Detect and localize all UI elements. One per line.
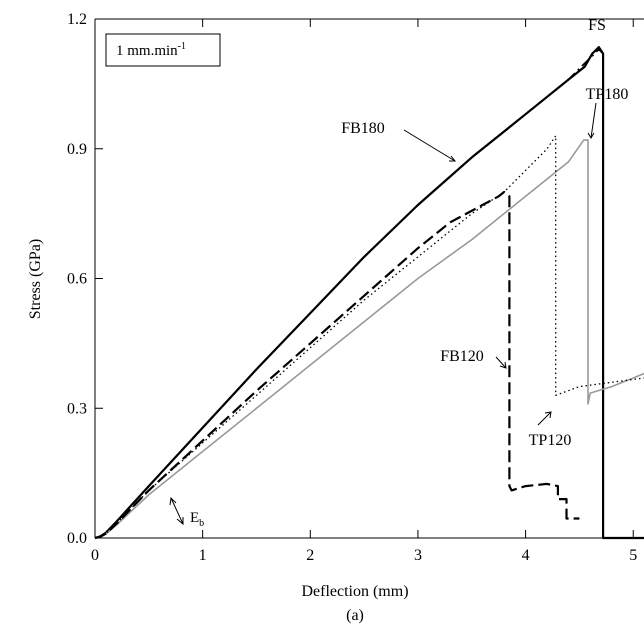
series-FB120 — [94, 190, 580, 540]
x-tick-label: 4 — [522, 547, 530, 564]
Eb-label: Eb — [190, 510, 204, 529]
TP120-arrow — [537, 411, 552, 426]
y-tick-label: 0.0 — [67, 530, 87, 547]
x-tick-label: 5 — [629, 547, 637, 564]
x-axis-label: Deflection (mm) — [301, 583, 408, 600]
annotation-arrows — [169, 102, 597, 526]
Eb-arrowhead-down — [176, 517, 184, 526]
legend: 1 mm.min-1 — [105, 33, 221, 67]
x-tick-label: 1 — [199, 547, 207, 564]
TP180-arrow — [590, 102, 597, 139]
TP120-arrowhead — [544, 411, 552, 419]
y-axis-label: Stress (GPa) — [27, 239, 44, 319]
legend-box — [105, 33, 221, 67]
FB120-arrowhead — [499, 361, 507, 369]
FS-label: FS — [588, 17, 606, 34]
FB180-arrow — [403, 129, 456, 162]
y-tick-label: 0.3 — [67, 400, 87, 417]
svg-text:1 mm.min-1: 1 mm.min-1 — [116, 41, 186, 59]
legend-superscript: -1 — [178, 41, 186, 52]
Eb-arrowhead-up — [169, 496, 177, 506]
legend-text: 1 mm.min — [116, 43, 178, 59]
y-tick-label: 0.6 — [67, 271, 87, 288]
y-tick-label: 1.2 — [67, 11, 87, 28]
series-layer — [94, 46, 644, 540]
y-tick-label: 0.9 — [67, 141, 87, 158]
series-TP180 — [94, 139, 644, 539]
FB180-label: FB180 — [341, 120, 385, 137]
x-tick-label: 0 — [91, 547, 99, 564]
series-TP120 — [94, 135, 644, 539]
FB120-label: FB120 — [440, 348, 484, 365]
TP180-label: TP180 — [586, 86, 629, 103]
tick-layer: 0 1 2 3 4 5 0.0 0.3 0.6 0.9 1.2 — [67, 11, 637, 564]
FB180-arrowhead — [449, 155, 457, 162]
TP180-arrowhead — [587, 132, 595, 139]
plot-frame — [94, 18, 644, 539]
series-FB180 — [94, 46, 644, 540]
TP120-label: TP120 — [529, 432, 572, 449]
FB120-arrow — [495, 356, 507, 369]
figure-caption: (a) — [346, 607, 364, 624]
x-tick-label: 2 — [306, 547, 314, 564]
Eb-arrow — [170, 497, 184, 525]
x-tick-label: 3 — [414, 547, 422, 564]
